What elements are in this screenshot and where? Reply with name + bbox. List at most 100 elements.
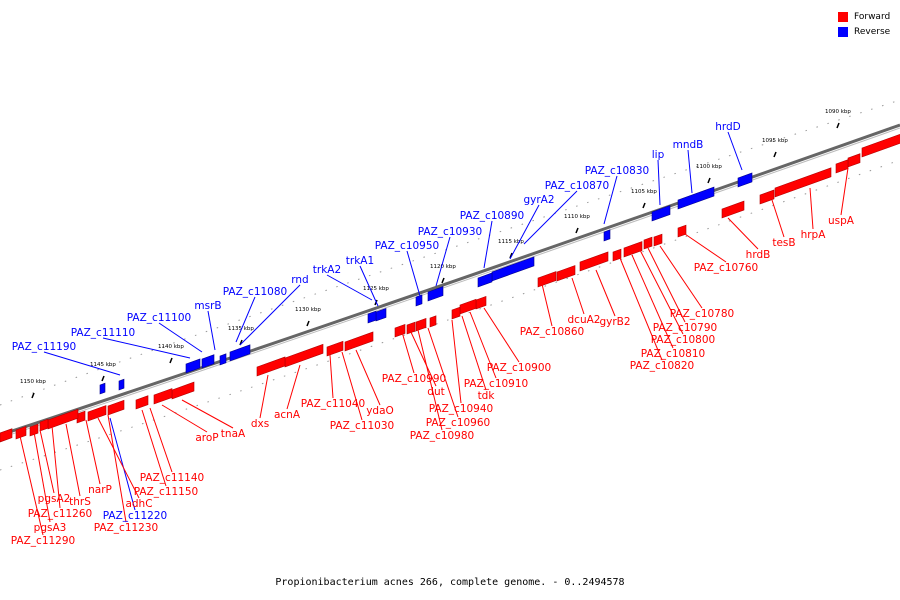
- leader-line: [840, 167, 849, 216]
- reverse-gene-block: [229, 344, 251, 362]
- reverse-gene-block: [427, 286, 444, 302]
- leader-line: [541, 283, 553, 327]
- forward-gene-block: [677, 224, 687, 238]
- forward-gene-block: [475, 295, 487, 310]
- kbp-tick-label: 1105 kbp: [631, 189, 657, 195]
- leader-line: [461, 315, 487, 391]
- kbp-tick-label: 1100 kbp: [696, 164, 722, 170]
- leader-line: [235, 296, 256, 343]
- reverse-gene-label: PAZ_c11110: [71, 327, 135, 339]
- forward-swatch: [838, 11, 848, 22]
- reverse-gene-block: [185, 358, 201, 374]
- kbp-tick-label: 1115 kbp: [498, 239, 524, 245]
- kbp-tick-label: 1125 kbp: [363, 286, 389, 292]
- forward-gene-block: [15, 425, 27, 440]
- legend-item-forward: Forward: [838, 9, 890, 24]
- kbp-tick-label: 1110 kbp: [564, 214, 590, 220]
- kbp-tick-label: 1150 kbp: [20, 379, 46, 385]
- genome-backbone: [0, 123, 900, 439]
- kbp-tick-label: 1120 kbp: [430, 264, 456, 270]
- leader-line: [435, 236, 451, 287]
- forward-gene-block: [153, 388, 173, 405]
- forward-gene-label: pgsA2: [38, 493, 71, 505]
- leader-line: [207, 310, 216, 351]
- kbp-tick-mark: [509, 252, 513, 259]
- kbp-tick-label: 1095 kbp: [762, 138, 788, 144]
- forward-gene-label: dut: [427, 386, 444, 398]
- forward-gene-block: [653, 233, 663, 247]
- forward-gene-block: [556, 265, 576, 282]
- kbp-tick-label: 1130 kbp: [295, 307, 321, 313]
- forward-gene-label: PAZ_c10810: [641, 348, 705, 360]
- forward-gene-label: PAZ_c11040: [301, 398, 365, 410]
- leader-line: [85, 419, 101, 485]
- forward-gene-block: [721, 200, 745, 219]
- kbp-tick-mark: [31, 392, 35, 399]
- forward-gene-label: narP: [88, 484, 112, 496]
- forward-gene-label: adhC: [125, 498, 152, 510]
- kbp-tick-label: 1140 kbp: [158, 344, 184, 350]
- kbp-tick-label: 1145 kbp: [90, 362, 116, 368]
- reverse-gene-label: lip: [652, 149, 665, 161]
- kbp-tick-mark: [101, 375, 105, 382]
- kbp-tick-mark: [642, 202, 646, 209]
- forward-gene-label: ydaO: [366, 405, 394, 417]
- leader-line: [33, 431, 51, 523]
- forward-gene-block: [415, 317, 427, 332]
- leader-line: [158, 322, 203, 353]
- forward-gene-block: [643, 236, 653, 250]
- forward-gene-label: PAZ_c10990: [382, 373, 446, 385]
- leader-line: [97, 417, 140, 499]
- legend-item-reverse: Reverse: [838, 24, 890, 39]
- leader-line: [469, 311, 497, 379]
- forward-gene-block: [29, 423, 39, 437]
- leader-line: [51, 425, 61, 509]
- leader-line: [647, 247, 686, 323]
- forward-gene-block: [612, 248, 622, 262]
- forward-gene-label: PAZ_c11230: [94, 522, 158, 534]
- leader-line: [409, 329, 437, 387]
- genome-caption: Propionibacterium acnes 266, complete ge…: [275, 577, 625, 588]
- reverse-gene-label: PAZ_c10930: [418, 226, 482, 238]
- leader-line: [181, 399, 234, 429]
- forward-gene-label: tdk: [478, 390, 496, 402]
- forward-gene-block: [256, 356, 286, 377]
- reverse-swatch: [838, 26, 848, 37]
- forward-gene-block: [39, 418, 49, 432]
- forward-gene-label: PAZ_c10780: [670, 308, 734, 320]
- reverse-gene-block: [677, 186, 715, 210]
- legend-forward-label: Forward: [854, 11, 891, 22]
- leader-line: [141, 409, 167, 487]
- leader-line: [509, 204, 540, 260]
- forward-gene-label: PAZ_c10900: [487, 362, 551, 374]
- leader-line: [523, 190, 578, 245]
- leader-line: [326, 274, 373, 301]
- reverse-gene-label: rnd: [291, 274, 308, 286]
- reverse-gene-label: gyrA2: [523, 194, 554, 206]
- leader-line: [43, 351, 121, 376]
- forward-gene-label: PAZ_c10760: [694, 262, 758, 274]
- forward-gene-block: [459, 298, 477, 315]
- leader-line: [102, 337, 191, 359]
- forward-gene-block: [406, 321, 416, 335]
- reverse-gene-label: mndB: [673, 139, 704, 151]
- leader-line: [107, 414, 127, 523]
- reverse-gene-label: trkA1: [346, 255, 374, 267]
- leader-line: [239, 284, 301, 346]
- forward-gene-label: PAZ_c10940: [429, 403, 493, 415]
- forward-gene-block: [326, 340, 344, 357]
- leader-line: [727, 217, 759, 250]
- forward-gene-block: [774, 167, 832, 198]
- leader-line: [329, 354, 334, 399]
- forward-gene-block: [835, 159, 849, 174]
- reverse-gene-label: trkA2: [313, 264, 341, 276]
- kbp-tick-mark: [707, 177, 711, 184]
- leader-line: [727, 131, 743, 171]
- reverse-gene-block: [219, 353, 227, 366]
- backbone-shadow: [0, 127, 900, 439]
- forward-gene-block: [76, 410, 86, 424]
- leader-line: [595, 269, 616, 317]
- forward-gene-label: PAZ_c11030: [330, 420, 394, 432]
- forward-gene-label: aroP: [195, 432, 218, 444]
- reverse-gene-label: PAZ_c10870: [545, 180, 609, 192]
